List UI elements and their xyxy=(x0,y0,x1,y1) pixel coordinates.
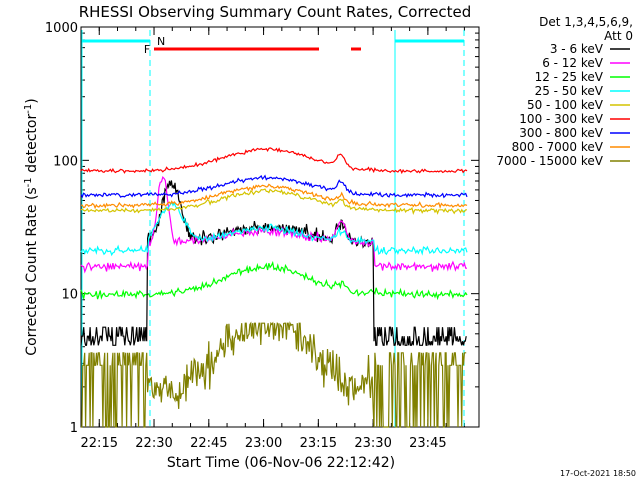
legend-label: 3 - 6 keV xyxy=(550,42,604,56)
series-line xyxy=(80,260,468,301)
legend-label: 6 - 12 keV xyxy=(542,56,604,70)
x-tick-label: 22:15 xyxy=(81,436,118,451)
x-tick-label: 23:30 xyxy=(354,436,391,451)
legend-header-attenuator: Att 0 xyxy=(604,29,633,43)
series-lines xyxy=(80,147,468,428)
series-line xyxy=(80,174,468,199)
x-axis-label: Start Time (06-Nov-06 22:12:42) xyxy=(167,455,395,471)
y-axis-label: Corrected Count Rate (s-1 detector-1) xyxy=(23,98,40,355)
flare-flag-label: F xyxy=(144,43,150,56)
legend-label: 25 - 50 keV xyxy=(535,84,604,98)
legend-label: 7000 - 15000 keV xyxy=(496,154,603,168)
series-line xyxy=(80,188,467,216)
legend-label: 50 - 100 keV xyxy=(527,98,604,112)
x-tick-label: 23:15 xyxy=(300,436,337,451)
chart-title: RHESSI Observing Summary Count Rates, Co… xyxy=(79,3,472,21)
x-tick-label: 22:45 xyxy=(190,436,227,451)
x-tick-label: 22:30 xyxy=(135,436,172,451)
legend-label: 12 - 25 keV xyxy=(535,70,604,84)
series-line xyxy=(80,147,468,175)
y-tick-label: 10 xyxy=(61,288,78,303)
plot-frame xyxy=(80,26,480,428)
y-tick-label: 1000 xyxy=(45,21,78,36)
y-tick-label: 100 xyxy=(53,154,78,169)
night-flag-label: N xyxy=(157,35,165,48)
legend-label: 800 - 7000 keV xyxy=(512,140,604,154)
x-tick-label: 23:45 xyxy=(409,436,446,451)
y-tick-label: 1 xyxy=(70,421,78,436)
footer-date: 17-Oct-2021 18:50 xyxy=(560,469,636,478)
x-tick-label: 23:00 xyxy=(245,436,282,451)
legend-label: 100 - 300 keV xyxy=(519,112,603,126)
legend-header-detectors: Det 1,3,4,5,6,9, xyxy=(539,15,633,29)
series-line xyxy=(81,183,468,210)
series-line xyxy=(81,321,467,428)
x-axis-ticks: 22:15 22:30 22:45 23:00 23:15 23:30 23:45 xyxy=(81,27,465,451)
series-line xyxy=(80,200,468,257)
legend-label: 300 - 800 keV xyxy=(519,126,603,140)
